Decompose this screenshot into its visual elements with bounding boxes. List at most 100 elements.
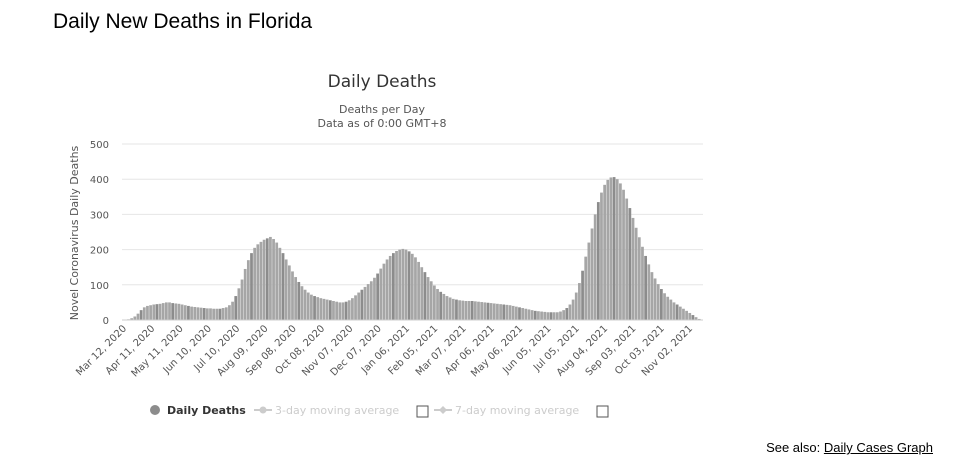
bar-daily-deaths[interactable] — [366, 284, 370, 320]
bar-daily-deaths[interactable] — [448, 297, 452, 320]
bar-daily-deaths[interactable] — [543, 311, 547, 320]
bar-daily-deaths[interactable] — [505, 304, 509, 320]
bar-daily-deaths[interactable] — [269, 236, 272, 320]
bar-daily-deaths[interactable] — [574, 292, 578, 320]
bar-daily-deaths[interactable] — [666, 296, 670, 320]
bar-daily-deaths[interactable] — [265, 238, 269, 320]
bar-daily-deaths[interactable] — [357, 292, 361, 320]
bar-daily-deaths[interactable] — [231, 301, 234, 320]
bar-daily-deaths[interactable] — [328, 300, 332, 320]
bar-daily-deaths[interactable] — [660, 289, 663, 320]
bar-daily-deaths[interactable] — [518, 307, 521, 320]
bar-daily-deaths[interactable] — [467, 300, 471, 320]
bar-daily-deaths[interactable] — [429, 281, 433, 320]
bar-daily-deaths[interactable] — [130, 318, 134, 320]
bar-daily-deaths[interactable] — [284, 259, 288, 320]
bar-daily-deaths[interactable] — [256, 244, 260, 320]
bar-daily-deaths[interactable] — [291, 271, 294, 320]
bar-daily-deaths[interactable] — [499, 304, 502, 320]
bar-daily-deaths[interactable] — [647, 264, 651, 320]
bar-daily-deaths[interactable] — [637, 237, 641, 320]
bar-daily-deaths[interactable] — [385, 259, 389, 320]
bar-daily-deaths[interactable] — [376, 273, 379, 320]
bar-daily-deaths[interactable] — [338, 302, 342, 320]
bar-daily-deaths[interactable] — [537, 311, 540, 320]
bar-daily-deaths[interactable] — [653, 278, 657, 320]
bar-daily-deaths[interactable] — [486, 302, 490, 320]
bar-daily-deaths[interactable] — [606, 179, 610, 320]
legend-item-3-day-moving-average[interactable]: 3-day moving average — [254, 404, 399, 417]
bar-daily-deaths[interactable] — [187, 305, 190, 320]
bar-daily-deaths[interactable] — [442, 293, 446, 320]
bar-daily-deaths[interactable] — [555, 312, 559, 320]
bar-daily-deaths[interactable] — [524, 308, 528, 320]
bar-daily-deaths[interactable] — [395, 251, 398, 320]
bar-daily-deaths[interactable] — [335, 301, 338, 320]
bar-daily-deaths[interactable] — [508, 305, 512, 320]
daily-cases-graph-link[interactable]: Daily Cases Graph — [823, 440, 933, 455]
bar-daily-deaths[interactable] — [546, 312, 550, 320]
bar-daily-deaths[interactable] — [316, 297, 320, 320]
bar-daily-deaths[interactable] — [325, 299, 329, 320]
bar-daily-deaths[interactable] — [619, 183, 622, 320]
bar-daily-deaths[interactable] — [228, 305, 231, 320]
bar-daily-deaths[interactable] — [388, 255, 392, 320]
bar-daily-deaths[interactable] — [593, 214, 597, 320]
bar-daily-deaths[interactable] — [625, 198, 629, 320]
legend-item-7-day-moving-average[interactable]: 7-day moving average — [434, 404, 579, 417]
bar-daily-deaths[interactable] — [502, 304, 506, 320]
bar-daily-deaths[interactable] — [417, 261, 420, 320]
bar-daily-deaths[interactable] — [272, 239, 275, 320]
bar-daily-deaths[interactable] — [644, 255, 647, 320]
bar-daily-deaths[interactable] — [549, 312, 553, 320]
bar-daily-deaths[interactable] — [451, 298, 455, 320]
bar-daily-deaths[interactable] — [656, 284, 660, 320]
bar-daily-deaths[interactable] — [161, 303, 165, 320]
bar-daily-deaths[interactable] — [439, 291, 443, 320]
bar-daily-deaths[interactable] — [306, 292, 310, 320]
bar-daily-deaths[interactable] — [609, 177, 613, 320]
bar-daily-deaths[interactable] — [464, 300, 468, 320]
bar-daily-deaths[interactable] — [578, 283, 581, 320]
bar-daily-deaths[interactable] — [521, 308, 525, 320]
bar-daily-deaths[interactable] — [155, 304, 159, 320]
bar-daily-deaths[interactable] — [310, 294, 313, 320]
bar-daily-deaths[interactable] — [168, 302, 171, 320]
bar-daily-deaths[interactable] — [587, 242, 591, 320]
bar-daily-deaths[interactable] — [262, 239, 266, 320]
bar-daily-deaths[interactable] — [628, 208, 632, 320]
bar-daily-deaths[interactable] — [341, 302, 345, 320]
bar-daily-deaths[interactable] — [253, 247, 257, 320]
bar-daily-deaths[interactable] — [678, 306, 682, 320]
checkbox-7-day-moving-average[interactable] — [596, 405, 609, 418]
bar-daily-deaths[interactable] — [581, 270, 584, 320]
bar-daily-deaths[interactable] — [294, 277, 298, 320]
bar-daily-deaths[interactable] — [139, 310, 143, 320]
bar-daily-deaths[interactable] — [414, 257, 417, 320]
bar-daily-deaths[interactable] — [287, 265, 291, 320]
bar-daily-deaths[interactable] — [224, 307, 228, 320]
bar-daily-deaths[interactable] — [461, 300, 465, 320]
bar-daily-deaths[interactable] — [142, 307, 146, 320]
bar-daily-deaths[interactable] — [483, 302, 487, 320]
bar-daily-deaths[interactable] — [584, 256, 588, 320]
bar-daily-deaths[interactable] — [694, 317, 698, 320]
bar-daily-deaths[interactable] — [136, 313, 140, 320]
bar-daily-deaths[interactable] — [492, 303, 496, 320]
bar-daily-deaths[interactable] — [398, 249, 402, 320]
bar-daily-deaths[interactable] — [275, 242, 279, 320]
bar-daily-deaths[interactable] — [193, 306, 197, 320]
bar-daily-deaths[interactable] — [410, 253, 414, 320]
bar-daily-deaths[interactable] — [489, 303, 493, 320]
bar-daily-deaths[interactable] — [237, 288, 241, 320]
bar-daily-deaths[interactable] — [590, 228, 594, 320]
bar-daily-deaths[interactable] — [363, 286, 367, 320]
bar-daily-deaths[interactable] — [426, 277, 430, 320]
bar-daily-deaths[interactable] — [382, 263, 386, 320]
bar-daily-deaths[interactable] — [297, 281, 301, 320]
bar-daily-deaths[interactable] — [631, 217, 635, 320]
bar-daily-deaths[interactable] — [158, 303, 162, 320]
bar-daily-deaths[interactable] — [691, 315, 695, 320]
bar-daily-deaths[interactable] — [183, 305, 187, 320]
bar-daily-deaths[interactable] — [392, 253, 395, 320]
